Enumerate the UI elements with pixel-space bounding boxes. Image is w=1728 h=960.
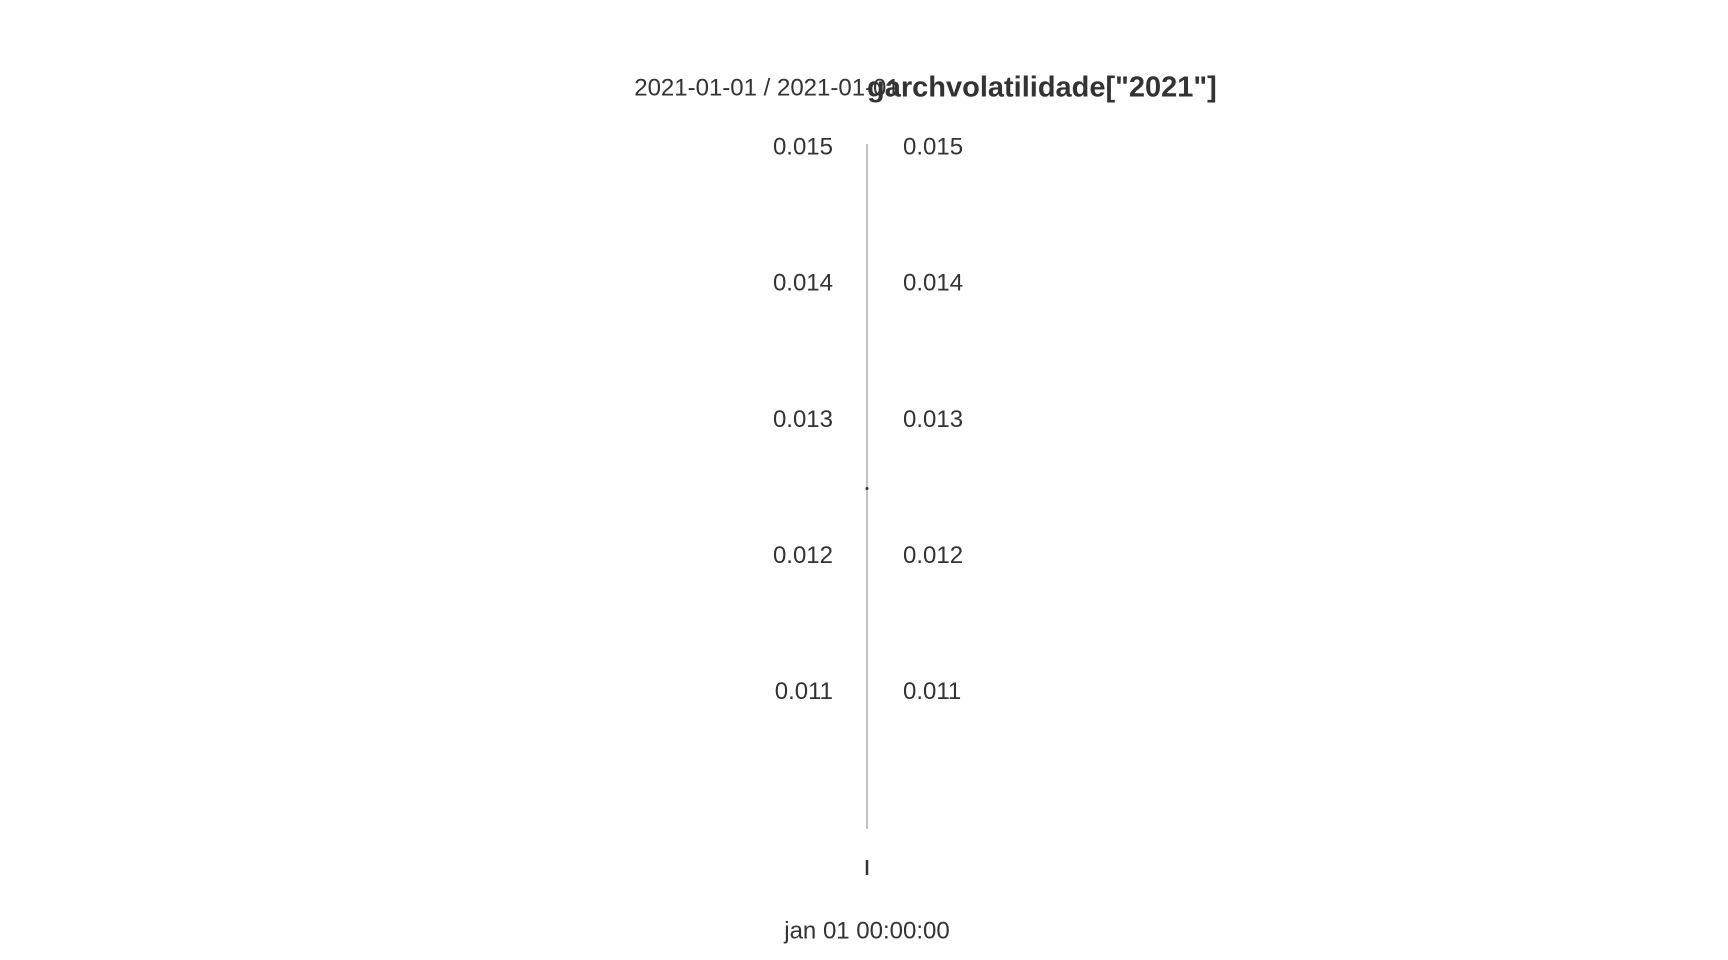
y-tick-label-right: 0.013 <box>903 406 963 433</box>
y-tick-label-right: 0.012 <box>903 542 963 569</box>
y-tick-label-right: 0.014 <box>903 270 963 297</box>
y-tick-label-left: 0.011 <box>775 678 833 705</box>
y-tick-label-left: 0.014 <box>773 270 833 297</box>
y-tick-label-left: 0.012 <box>773 542 833 569</box>
y-tick-label-left: 0.013 <box>773 406 833 433</box>
chart-title: garchvolatilidade["2021"] <box>867 72 1217 104</box>
y-tick-label-right: 0.011 <box>903 678 961 705</box>
date-range: 2021-01-01 / 2021-01-01 <box>634 74 900 101</box>
x-tick-label: jan 01 00:00:00 <box>783 917 949 944</box>
data-point <box>865 487 869 491</box>
y-tick-label-right: 0.015 <box>903 133 963 160</box>
y-tick-label-left: 0.015 <box>773 133 833 160</box>
